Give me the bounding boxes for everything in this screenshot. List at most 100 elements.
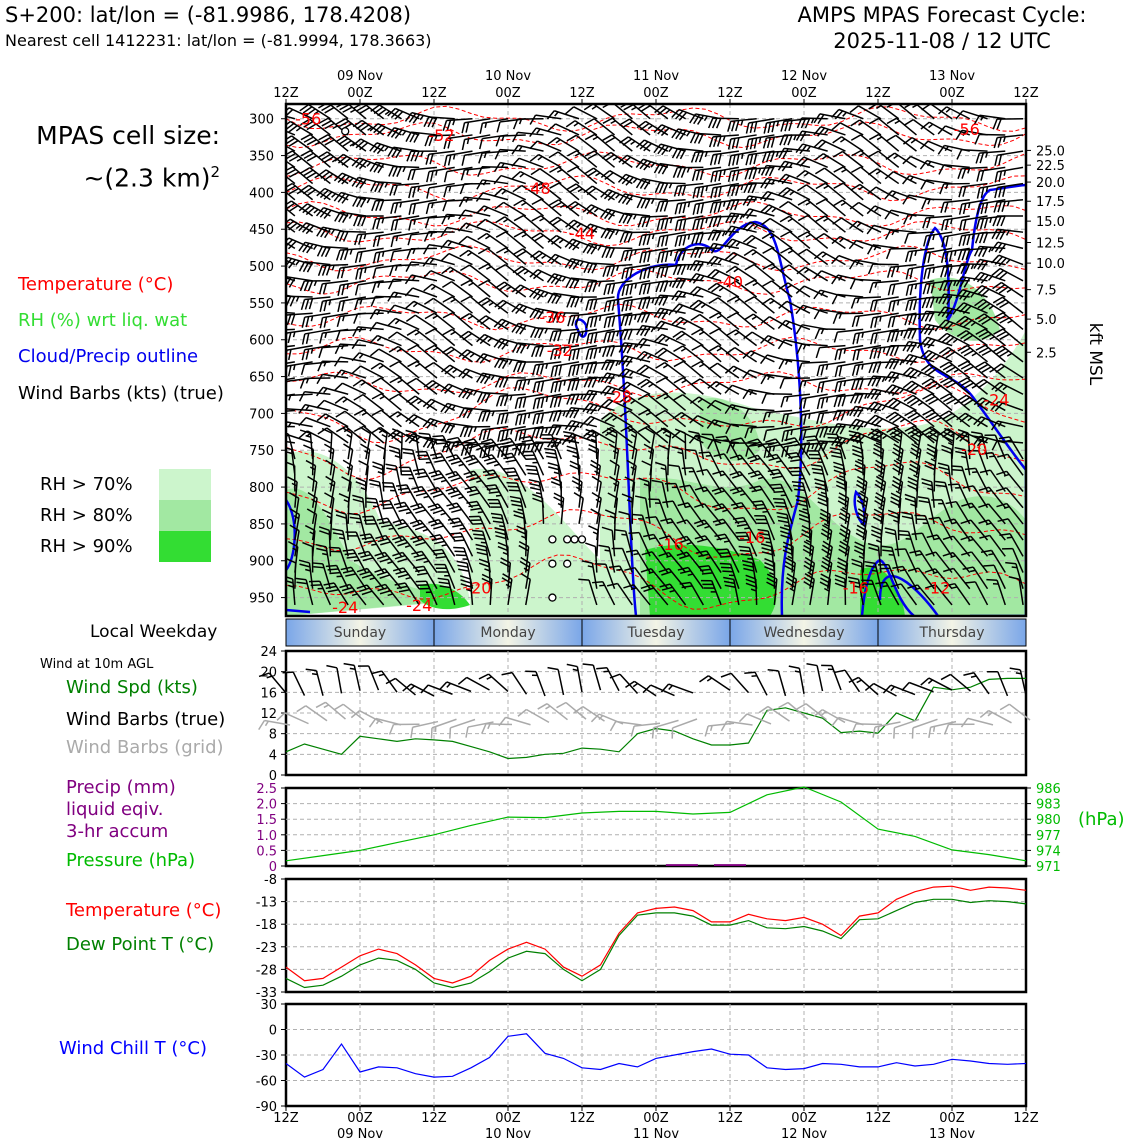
barb-flag <box>302 205 312 214</box>
barb-flag <box>477 247 489 255</box>
upper-wind-barb <box>375 534 403 557</box>
barb-staff <box>520 170 544 185</box>
barb-staff <box>807 214 829 233</box>
barb-flag <box>317 151 328 159</box>
barb-flag <box>519 324 527 335</box>
barb-flag <box>378 520 390 525</box>
barb-flag <box>627 232 633 243</box>
barb-flag <box>570 296 576 308</box>
upper-wind-barb <box>499 437 527 460</box>
upper-wind-barb <box>482 469 509 492</box>
barb-flag <box>272 202 281 212</box>
barb-flag <box>539 427 545 439</box>
barb-flag <box>301 223 311 233</box>
barb-flag <box>332 532 344 536</box>
upper-wind-barb <box>298 390 331 402</box>
barb-flag <box>515 343 523 354</box>
barb-flag <box>408 415 418 425</box>
barb-staff <box>375 181 402 185</box>
upper-wind-barb <box>423 230 455 242</box>
barb-flag <box>388 265 394 277</box>
barb-flag <box>369 348 380 357</box>
barb-flag <box>287 332 292 344</box>
barb-staff <box>415 329 438 347</box>
barb-staff <box>357 231 384 236</box>
barb-half-flag <box>310 315 314 322</box>
barb-flag <box>505 459 517 463</box>
barb-flag <box>505 471 517 474</box>
barb-flag <box>357 215 363 227</box>
barb-flag <box>479 354 488 364</box>
barb-flag <box>713 202 718 214</box>
barb-flag <box>443 155 448 167</box>
upper-wind-barb <box>617 173 651 186</box>
barb-flag <box>397 541 408 547</box>
barb-staff <box>535 327 562 331</box>
upper-wind-barb <box>709 150 739 166</box>
upper-wind-barb <box>493 188 527 201</box>
barb-staff <box>343 396 367 412</box>
barb-half-flag <box>323 361 327 367</box>
barb-half-flag <box>518 118 523 125</box>
barb-flag <box>447 154 452 166</box>
upper-wind-barb <box>494 148 526 160</box>
barb-flag <box>288 155 300 162</box>
barb-flag <box>352 326 359 337</box>
weekday-label: Local Weekday <box>90 622 218 642</box>
barb-flag <box>398 508 410 513</box>
barb-half-flag <box>521 535 527 540</box>
upper-wind-barb <box>478 134 509 150</box>
barb-staff <box>345 425 367 444</box>
barb-flag <box>362 557 374 562</box>
barb-flag <box>335 514 347 519</box>
barb-flag <box>513 380 519 392</box>
barb-flag <box>548 411 554 422</box>
barb-flag <box>443 186 448 198</box>
barb-half-flag <box>477 511 484 514</box>
barb-flag <box>621 268 626 280</box>
barb-staff <box>500 425 526 432</box>
barb-flag <box>690 152 696 163</box>
barb-flag <box>286 314 292 326</box>
barb-flag <box>674 203 679 215</box>
barb-flag <box>462 351 472 360</box>
barb-flag <box>341 300 345 312</box>
barb-flag <box>554 365 559 377</box>
barb-staff <box>304 390 331 396</box>
barb-flag <box>476 179 483 190</box>
barb-staff <box>517 131 544 136</box>
barb-flag <box>286 168 297 176</box>
barb-flag <box>387 304 396 314</box>
barb-flag <box>509 489 520 492</box>
barb-flag <box>387 429 398 438</box>
upper-wind-barb <box>813 289 846 300</box>
barb-flag <box>411 550 423 555</box>
barb-flag <box>536 397 541 409</box>
barb-flag <box>458 368 467 378</box>
barb-flag <box>497 320 507 330</box>
barb-flag <box>446 502 458 507</box>
barb-flag <box>320 153 331 161</box>
barb-staff <box>825 198 846 217</box>
upper-wind-barb <box>374 568 403 590</box>
temperature-isotherm <box>286 303 1026 331</box>
barb-flag <box>834 366 839 378</box>
barb-flag <box>779 378 785 389</box>
barb-flag <box>397 573 409 578</box>
upper-wind-barb <box>727 117 757 132</box>
upper-wind-barb <box>481 573 493 605</box>
barb-flag <box>699 169 704 181</box>
barb-flag <box>395 570 407 575</box>
upper-wind-barb <box>286 252 296 266</box>
barb-flag <box>300 133 311 141</box>
barb-flag <box>307 475 318 483</box>
barb-staff <box>593 118 616 136</box>
barb-flag <box>339 583 351 589</box>
cloud-precip-outline <box>286 608 311 614</box>
upper-wind-barb <box>410 502 438 525</box>
barb-staff <box>538 250 562 266</box>
upper-wind-barb <box>516 525 528 557</box>
barb-flag <box>589 316 594 328</box>
barb-half-flag <box>384 146 389 152</box>
barb-flag <box>479 373 488 384</box>
